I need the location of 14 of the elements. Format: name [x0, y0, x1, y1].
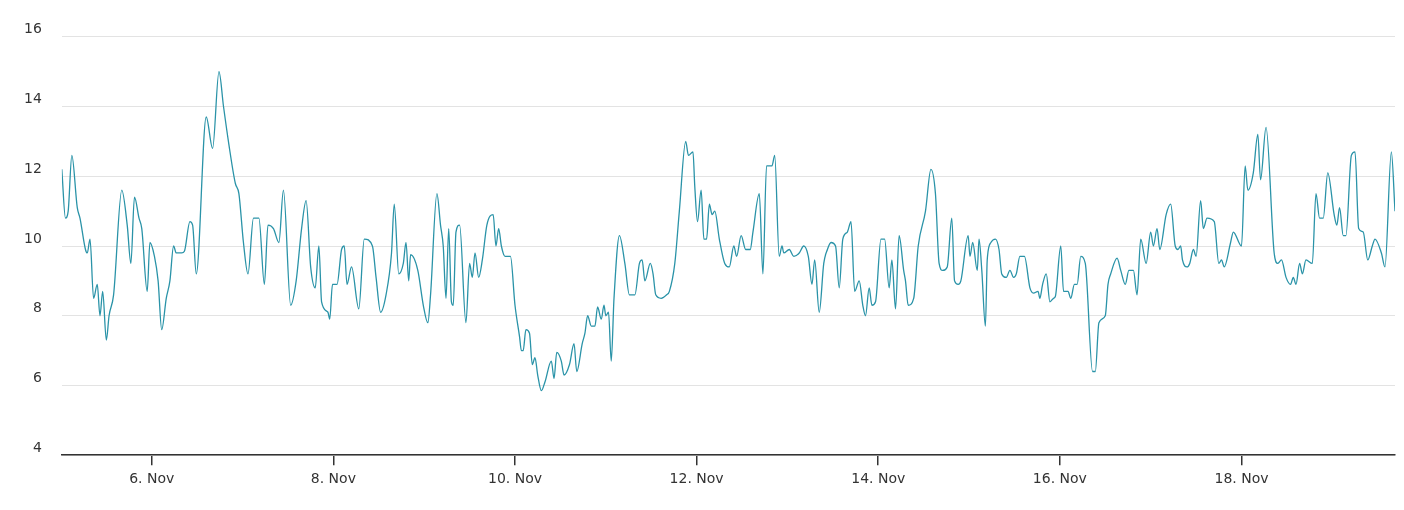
x-tick-label: 6. Nov [129, 470, 175, 487]
y-tick-label: 8 [32, 299, 42, 316]
y-tick-label: 10 [23, 229, 42, 246]
y-tick-label: 16 [23, 20, 42, 37]
y-tick-label: 12 [23, 159, 42, 176]
y-tick-label: 6 [32, 369, 42, 386]
y-tick-label: 14 [23, 90, 42, 107]
x-tick-label: 18. Nov [1214, 470, 1269, 487]
x-tick-label: 16. Nov [1032, 470, 1087, 487]
x-tick-label: 14. Nov [851, 470, 906, 487]
y-tick-label: 4 [32, 438, 42, 455]
x-tick-label: 8. Nov [310, 470, 356, 487]
x-tick-label: 10. Nov [487, 470, 543, 487]
x-tick-label: 12. Nov [669, 470, 724, 487]
